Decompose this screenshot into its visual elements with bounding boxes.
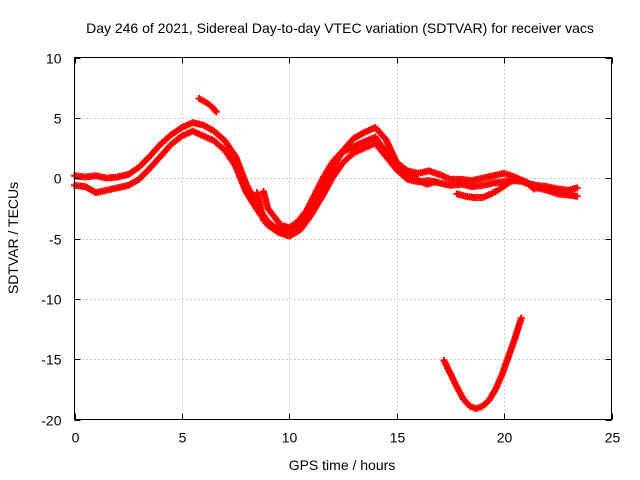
x-axis-label: GPS time / hours <box>289 457 396 473</box>
data-point <box>431 178 439 186</box>
data-point <box>212 108 220 116</box>
data-points-layer <box>71 95 581 413</box>
x-tick-label: 10 <box>282 430 298 446</box>
y-tick-label: -20 <box>41 413 61 429</box>
tick-labels-layer: 0 5 10 15 20 25 -20 -15 -10 -5 0 5 10 <box>41 51 620 446</box>
chart-title: Day 246 of 2021, Sidereal Day-to-day VTE… <box>86 20 594 36</box>
grid-layer <box>74 57 612 420</box>
y-tick-label: 5 <box>54 111 62 127</box>
plot-frame <box>74 57 612 420</box>
x-tick-label: 5 <box>179 430 187 446</box>
data-point <box>530 185 538 193</box>
y-tick-label: -5 <box>49 232 62 248</box>
x-tick-label: 15 <box>390 430 406 446</box>
data-point <box>573 192 581 200</box>
y-axis-label: SDTVAR / TECUs <box>5 182 21 294</box>
y-tick-label: -15 <box>41 352 61 368</box>
series-track-c <box>260 133 439 232</box>
series-track-e <box>195 95 220 116</box>
data-point <box>573 184 581 192</box>
axis-ticks-layer <box>74 57 613 421</box>
y-tick-label: -10 <box>41 292 61 308</box>
series-track-f <box>253 189 268 224</box>
data-point <box>260 216 268 224</box>
x-tick-label: 0 <box>72 430 80 446</box>
data-point <box>517 314 525 322</box>
series-track-g <box>440 314 525 413</box>
x-tick-label: 20 <box>497 430 513 446</box>
y-tick-label: 10 <box>46 51 62 67</box>
x-tick-label: 25 <box>605 430 621 446</box>
series-track-d <box>453 174 538 201</box>
y-tick-label: 0 <box>54 171 62 187</box>
